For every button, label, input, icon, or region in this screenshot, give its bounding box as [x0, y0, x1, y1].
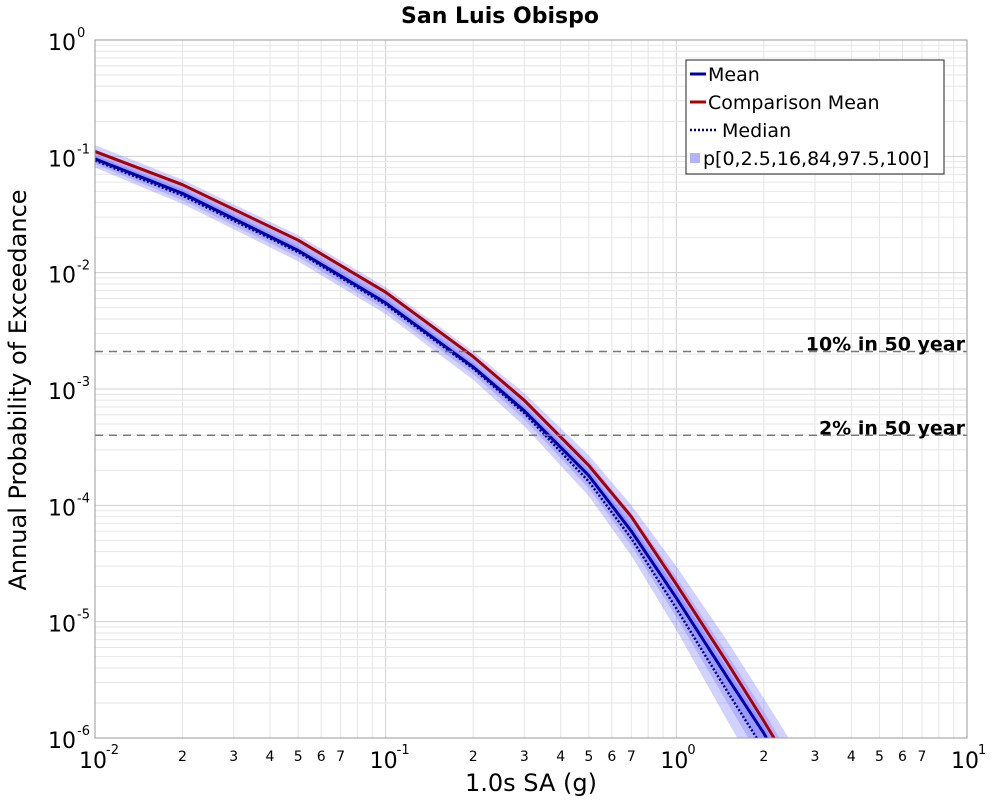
y-tick-exponent: -4 — [77, 491, 90, 506]
x-tick-exponent: 1 — [978, 743, 986, 758]
y-tick-exponent: 0 — [77, 26, 85, 41]
legend: Mean Comparison Mean Median p[0,2.5,16,84,9… — [685, 59, 945, 175]
x-minor-tick-label: 2 — [469, 749, 478, 765]
x-minor-tick-label: 7 — [627, 749, 636, 765]
chart-title: San Luis Obispo — [401, 4, 599, 29]
x-minor-tick-label: 6 — [898, 749, 907, 765]
x-tick-exponent: -2 — [106, 743, 119, 758]
x-minor-tick-label: 3 — [520, 749, 529, 765]
legend-label: p[0,2.5,16,84,97.5,100] — [703, 148, 929, 170]
y-tick-exponent: -2 — [77, 259, 90, 274]
x-tick-label: 10 — [370, 749, 398, 774]
y-tick-label: 10 — [48, 729, 76, 754]
plot-frame — [94, 39, 968, 739]
x-minor-tick-label: 2 — [178, 749, 187, 765]
x-minor-tick-label: 7 — [336, 749, 345, 765]
x-minor-tick-label: 3 — [811, 749, 820, 765]
x-minor-tick-label: 6 — [607, 749, 616, 765]
x-minor-tick-label: 4 — [556, 749, 565, 765]
x-minor-tick-label: 5 — [584, 749, 593, 765]
percentile-bands — [95, 145, 789, 738]
legend-swatch — [690, 153, 700, 163]
x-tick-exponent: 0 — [687, 743, 695, 758]
x-minor-tick-label: 2 — [759, 749, 768, 765]
x-minor-tick-label: 5 — [875, 749, 884, 765]
y-tick-exponent: -1 — [77, 142, 90, 157]
x-tick-label: 10 — [951, 749, 979, 774]
series-line-mean — [95, 157, 769, 738]
x-minor-tick-label: 4 — [847, 749, 856, 765]
y-tick-label: 10 — [48, 31, 76, 56]
series-line-median — [95, 159, 759, 738]
y-tick-exponent: -6 — [77, 724, 90, 739]
y-axis-label: Annual Probability of Exceedance — [4, 189, 32, 590]
series-line-comparison-mean — [95, 150, 776, 738]
x-tick-exponent: -1 — [397, 743, 410, 758]
y-tick-label: 10 — [48, 264, 76, 289]
y-tick-label: 10 — [48, 496, 76, 521]
y-tick-label: 10 — [48, 613, 76, 638]
reference-lines: 10% in 50 year 2% in 50 year — [95, 334, 967, 439]
reference-line-label: 2% in 50 year — [819, 417, 966, 439]
y-tick-label: 10 — [48, 147, 76, 172]
x-minor-tick-label: 3 — [229, 749, 238, 765]
x-minor-tick-label: 5 — [294, 749, 303, 765]
legend-label: Comparison Mean — [708, 92, 880, 114]
x-minor-tick-label: 7 — [918, 749, 927, 765]
y-tick-label: 10 — [48, 380, 76, 405]
legend-label: Median — [722, 120, 791, 142]
y-tick-exponent: -5 — [77, 608, 90, 623]
reference-line-label: 10% in 50 year — [806, 334, 966, 356]
legend-label: Mean — [708, 64, 760, 86]
x-tick-label: 10 — [660, 749, 688, 774]
x-minor-tick-label: 6 — [317, 749, 326, 765]
x-minor-tick-label: 4 — [266, 749, 275, 765]
series-lines — [95, 150, 776, 738]
legend-box — [685, 59, 945, 175]
grid-lines — [94, 39, 968, 739]
band-outer — [95, 145, 789, 738]
x-tick-label: 10 — [79, 749, 107, 774]
x-axis-ticks: 10 -2 10 -1 10 0 10 12 3 4 5 6 7 2 3 4 5 6 7 2 3 4 5 6 7 — [79, 743, 986, 774]
x-axis-label: 1.0s SA (g) — [465, 769, 597, 797]
y-tick-exponent: -3 — [77, 375, 90, 390]
